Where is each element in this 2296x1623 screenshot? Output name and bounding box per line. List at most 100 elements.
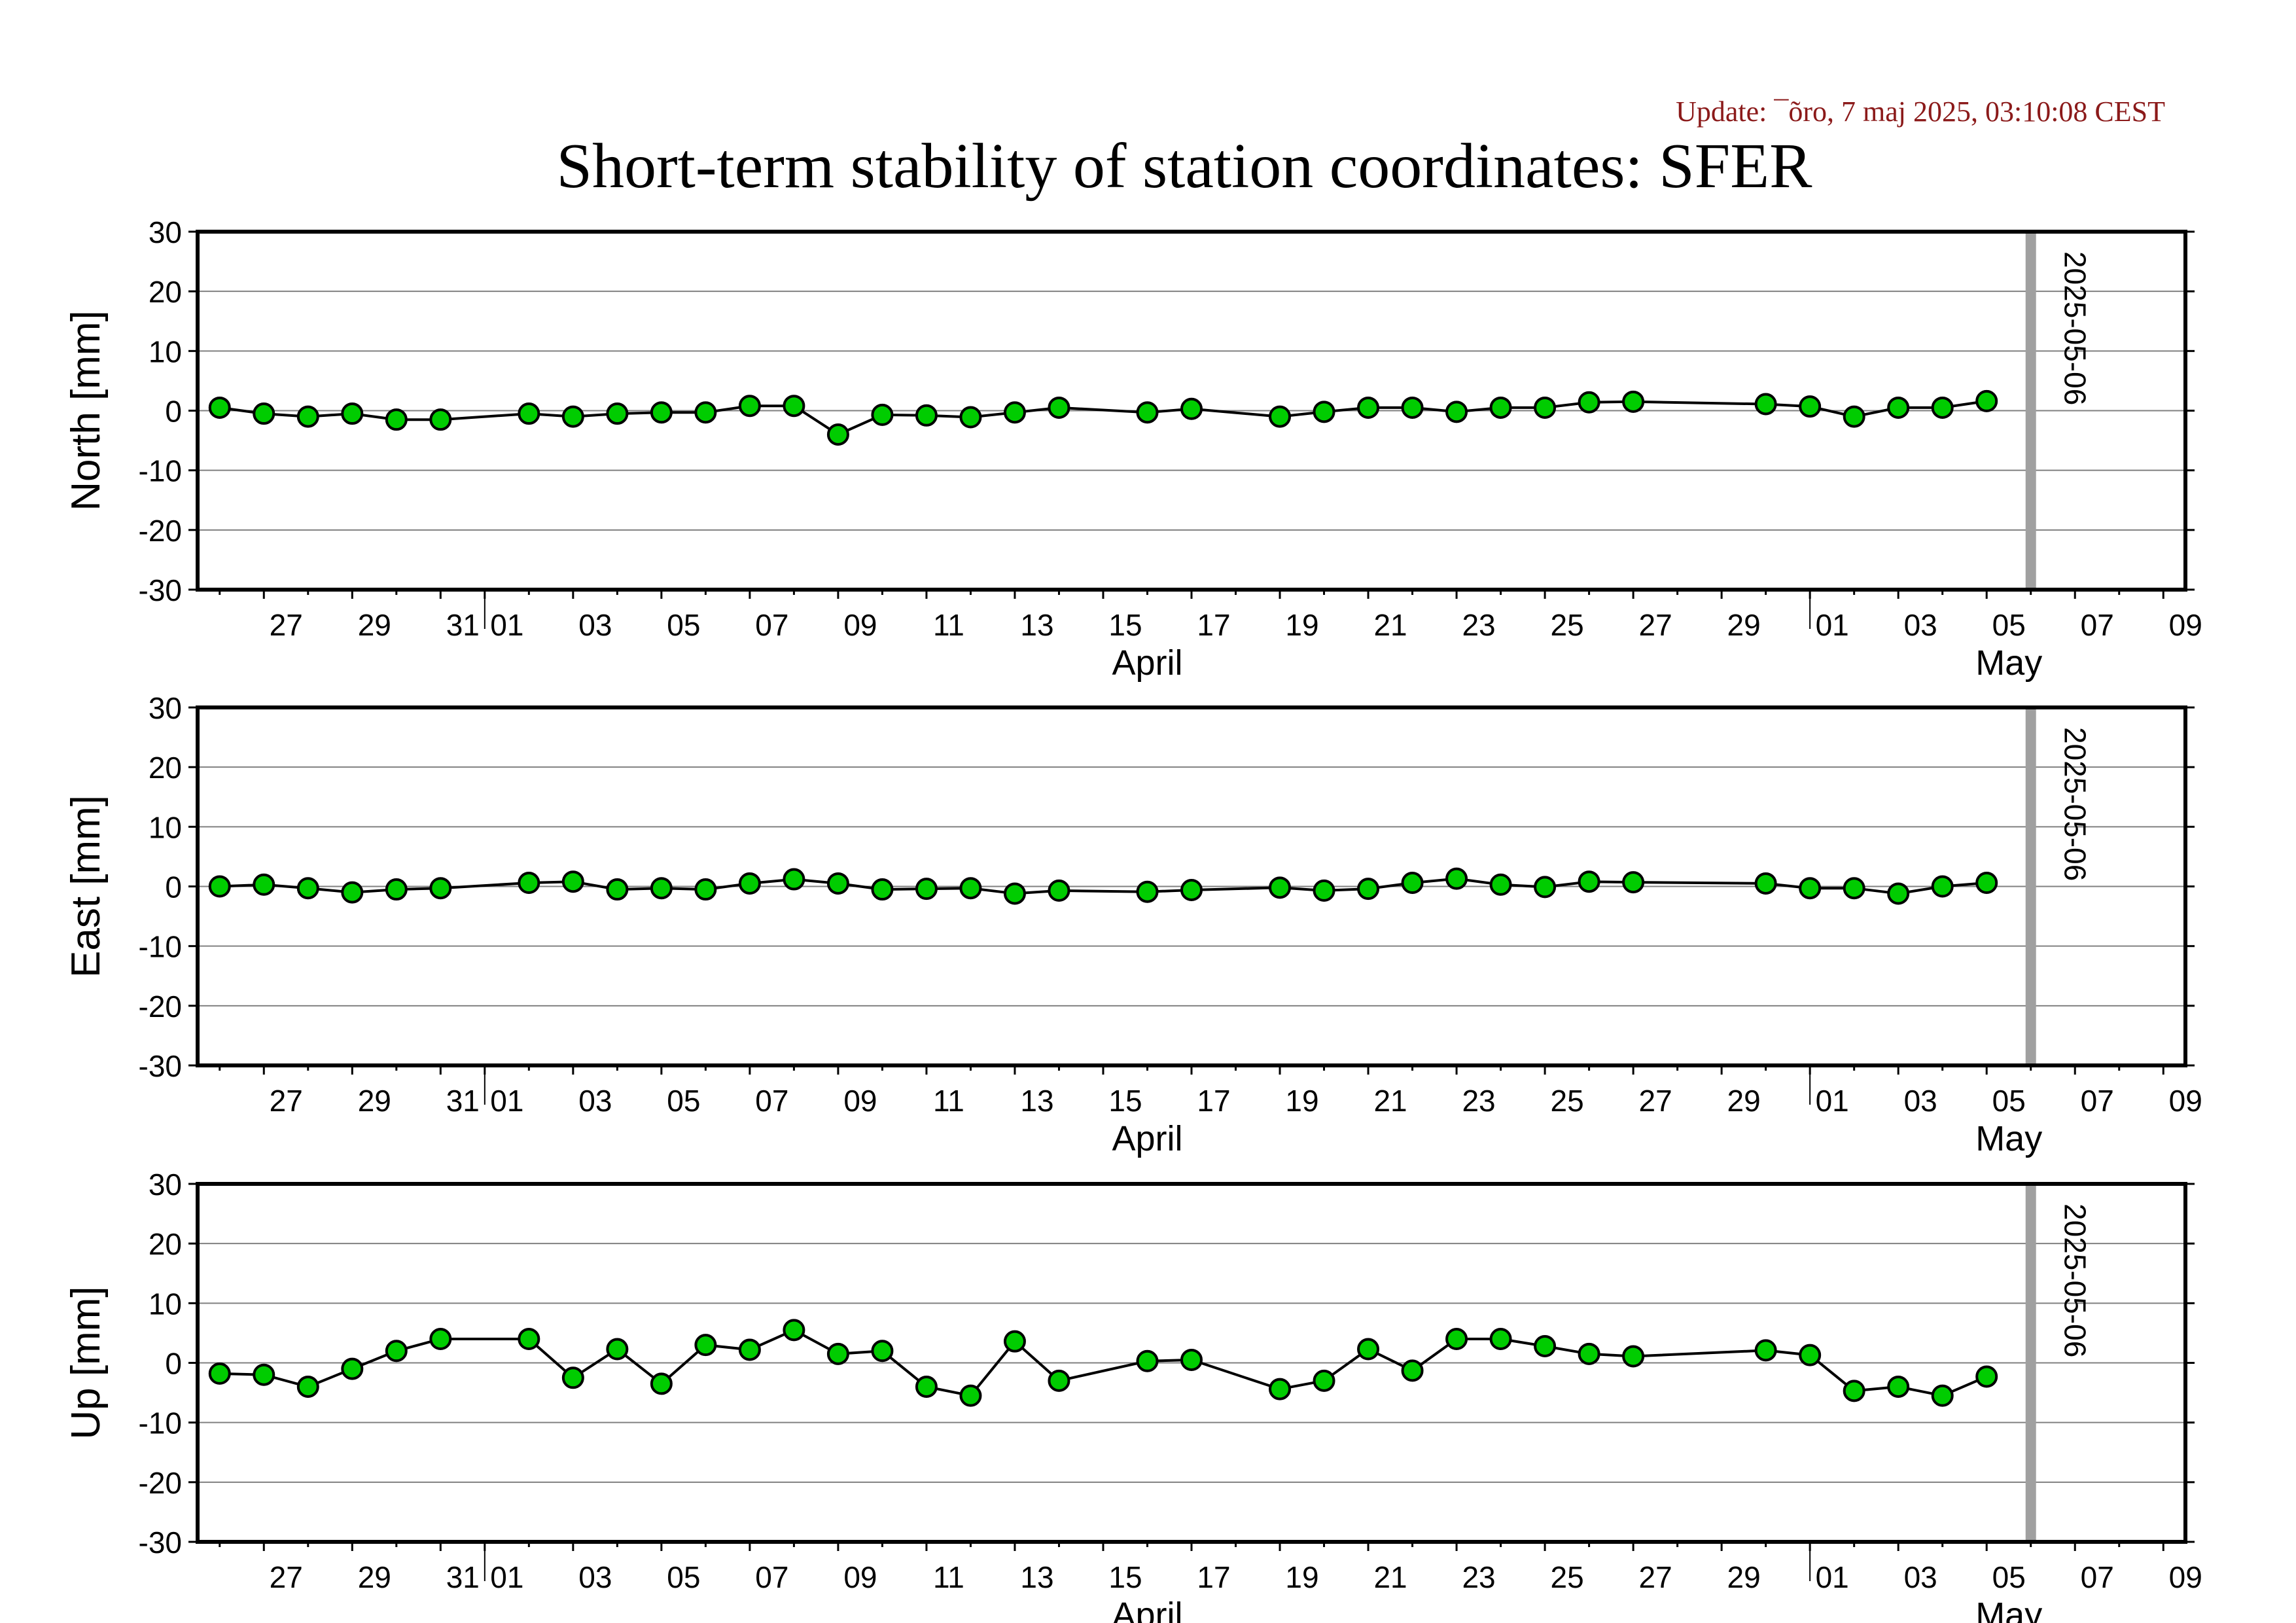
x-tick-label: 05 [1992, 1560, 2026, 1594]
x-tick-label: 21 [1373, 1084, 1407, 1118]
data-point [1269, 876, 1292, 899]
x-tick-label: 11 [933, 1560, 964, 1594]
x-tick-label: 19 [1285, 1560, 1318, 1594]
x-tick-label: 31 [446, 1560, 480, 1594]
x-tick-label: 19 [1285, 608, 1318, 642]
x-tick-label: 29 [358, 608, 391, 642]
data-point [871, 1340, 894, 1363]
y-tick-label: 0 [165, 870, 182, 904]
data-point [208, 396, 231, 419]
data-point [561, 405, 584, 428]
x-tick-label: 29 [1727, 1560, 1761, 1594]
data-point [1357, 396, 1380, 419]
month-label: April [1112, 1119, 1182, 1158]
data-point [1931, 875, 1954, 898]
data-point [738, 872, 761, 895]
x-tick-label: 09 [2169, 1560, 2202, 1594]
x-tick-label: 07 [755, 1560, 788, 1594]
data-point [783, 1319, 805, 1342]
x-tick-label: 29 [358, 1084, 391, 1118]
data-point [915, 1375, 938, 1398]
data-point [915, 878, 938, 901]
data-point [1931, 1384, 1954, 1407]
y-tick-label: 30 [149, 215, 182, 249]
data-point [1622, 1345, 1645, 1368]
data-point [1313, 879, 1335, 902]
data-point [783, 868, 805, 891]
y-tick-label: -30 [139, 1525, 182, 1560]
data-point [826, 1342, 849, 1365]
data-point [1975, 872, 1998, 895]
data-point [694, 1334, 717, 1357]
data-point [694, 878, 717, 901]
y-tick-label: -30 [139, 1049, 182, 1083]
data-point [296, 405, 319, 428]
x-tick-label: 03 [1904, 1560, 1937, 1594]
data-point [1534, 1334, 1557, 1357]
y-tick-label: -10 [139, 930, 182, 964]
data-point [561, 1366, 584, 1389]
month-label: April [1112, 643, 1182, 683]
data-point [1136, 880, 1159, 903]
data-point [1180, 878, 1203, 901]
x-tick-label: 01 [1816, 1560, 1849, 1594]
x-tick-label: 27 [270, 1560, 303, 1594]
data-point [915, 404, 938, 427]
x-tick-label: 03 [1904, 1084, 1937, 1118]
x-tick-label: 23 [1462, 1560, 1495, 1594]
data-point [1843, 1380, 1865, 1402]
series-line [219, 877, 1987, 895]
data-point [1313, 1369, 1335, 1392]
x-tick-label: 29 [1727, 608, 1761, 642]
x-tick-label: 13 [1020, 1560, 1053, 1594]
y-tick-label: -20 [139, 990, 182, 1024]
data-point [1180, 1348, 1203, 1371]
x-tick-label: 25 [1551, 1560, 1584, 1594]
data-point [1799, 1344, 1822, 1366]
data-point [518, 872, 540, 895]
y-tick-label: 30 [149, 1168, 182, 1202]
update-timestamp: Update: ¯õro, 7 maj 2025, 03:10:08 CEST [1676, 96, 2165, 128]
data-point [1313, 401, 1335, 423]
data-point [1622, 390, 1645, 413]
data-point [1357, 878, 1380, 901]
x-tick-label: 17 [1197, 608, 1230, 642]
data-point [650, 877, 673, 900]
data-point [1048, 396, 1070, 419]
y-tick-label: 10 [149, 1287, 182, 1321]
x-tick-label: 03 [1904, 608, 1937, 642]
x-tick-label: 09 [843, 1560, 877, 1594]
data-point [429, 877, 452, 900]
x-tick-label: 07 [2081, 1084, 2114, 1118]
data-point [1622, 871, 1645, 894]
x-tick-label: 15 [1108, 1560, 1142, 1594]
x-tick-label: 27 [1639, 1084, 1672, 1118]
x-tick-label: 09 [843, 608, 877, 642]
data-point [1887, 882, 1910, 905]
data-point [1401, 1359, 1424, 1382]
x-tick-label: 25 [1551, 1084, 1584, 1118]
x-tick-label: 23 [1462, 608, 1495, 642]
data-point [1975, 1365, 1998, 1388]
data-point [208, 1362, 231, 1385]
series-line [219, 1329, 1987, 1397]
y-axis-label: North [mm] [63, 310, 109, 511]
data-point [1357, 1338, 1380, 1361]
x-tick-label: 21 [1373, 1560, 1407, 1594]
data-point [341, 881, 364, 904]
data-point [208, 875, 231, 898]
y-tick-label: -20 [139, 1466, 182, 1500]
x-tick-label: 21 [1373, 608, 1407, 642]
data-point [1180, 397, 1203, 420]
x-tick-label: 27 [1639, 608, 1672, 642]
y-axis-label: East [mm] [63, 795, 109, 978]
x-tick-label: 25 [1551, 608, 1584, 642]
data-point [606, 1338, 629, 1361]
x-tick-label: 15 [1108, 608, 1142, 642]
data-point [1843, 405, 1865, 428]
data-point [606, 878, 629, 901]
data-point [1269, 405, 1292, 428]
data-point [1534, 876, 1557, 899]
x-tick-label: 13 [1020, 1084, 1053, 1118]
